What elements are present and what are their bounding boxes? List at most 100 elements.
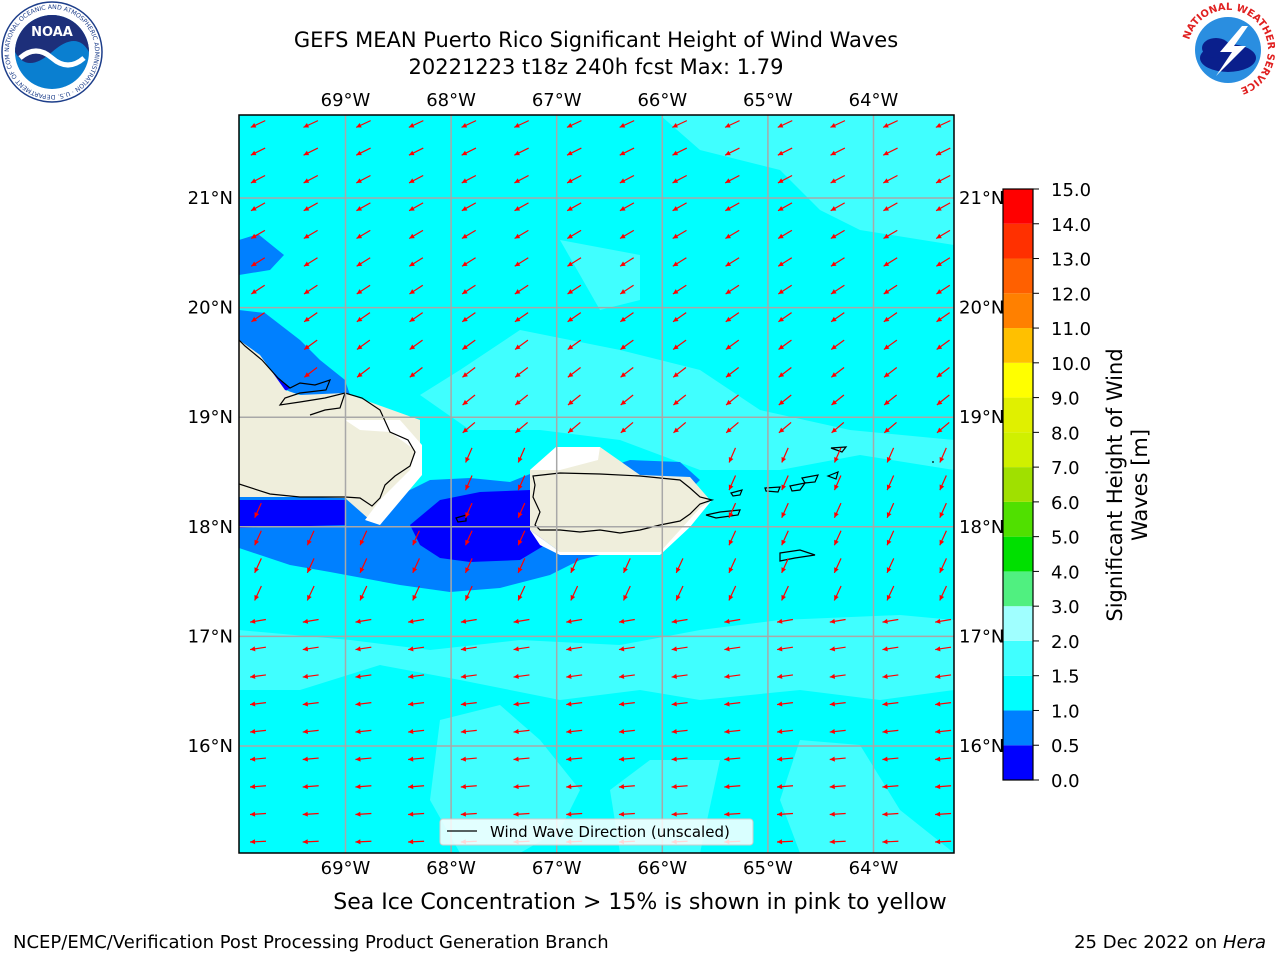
colorbar-segment xyxy=(1003,640,1033,676)
wave-direction-arrow xyxy=(883,257,898,267)
wave-direction-arrow xyxy=(250,229,266,239)
wave-direction-arrow xyxy=(725,367,740,378)
wave-direction-arrow xyxy=(776,839,794,845)
wave-direction-arrow xyxy=(882,811,899,817)
wave-direction-arrow xyxy=(408,729,425,735)
wave-direction-arrow xyxy=(302,618,319,624)
colorbar-label: Significant Height of Wind Waves [m] xyxy=(1103,348,1152,621)
wave-direction-arrow xyxy=(939,530,947,546)
lat-lon-gridlines xyxy=(239,115,954,853)
wave-direction-arrow xyxy=(250,257,266,267)
wave-direction-arrow xyxy=(882,839,899,845)
wave-direction-arrow xyxy=(724,174,740,184)
colorbar-segment xyxy=(1003,397,1033,433)
wave-direction-arrow xyxy=(619,229,635,239)
wave-direction-arrow xyxy=(249,839,267,845)
wave-direction-arrow xyxy=(831,394,845,406)
wave-direction-arrow xyxy=(249,701,267,707)
wave-direction-arrow xyxy=(517,530,526,546)
wave-direction-arrow xyxy=(306,530,315,546)
wave-direction-arrow xyxy=(250,618,266,624)
wave-direction-arrow xyxy=(355,839,372,845)
colorbar-tick-label: 4.0 xyxy=(1051,562,1080,583)
wave-direction-arrow xyxy=(672,229,687,239)
wave-direction-arrow xyxy=(618,811,635,817)
wave-direction-arrow xyxy=(672,312,687,323)
wave-direction-arrow xyxy=(513,673,530,679)
wave-direction-arrow xyxy=(935,701,952,707)
wave-direction-arrow xyxy=(567,367,581,378)
legend-label: Wind Wave Direction (unscaled) xyxy=(490,823,730,841)
wave-direction-arrow xyxy=(883,312,898,323)
wave-direction-arrow xyxy=(886,558,895,574)
lon-label-top: 64°W xyxy=(849,90,899,111)
wave-direction-arrow xyxy=(829,618,846,624)
wave-direction-arrow xyxy=(514,229,529,239)
colorbar-segment xyxy=(1003,328,1033,363)
wave-direction-arrow xyxy=(302,673,319,679)
wave-direction-arrow xyxy=(514,394,529,406)
colorbar-tick-label: 0.5 xyxy=(1051,736,1080,757)
wave-direction-arrow xyxy=(412,585,421,601)
wave-direction-arrow xyxy=(460,701,477,707)
wave-direction-arrow xyxy=(935,784,952,790)
wave-direction-arrow xyxy=(618,646,635,652)
wave-direction-arrow xyxy=(939,447,947,463)
wave-direction-arrow xyxy=(514,202,529,212)
wave-direction-arrow xyxy=(830,284,845,295)
wave-direction-arrow xyxy=(781,585,789,601)
wave-direction-arrow xyxy=(302,839,319,845)
wave-direction-arrow xyxy=(672,147,688,156)
wave-direction-arrow xyxy=(461,202,477,212)
wave-direction-arrow xyxy=(250,202,266,212)
wave-direction-arrow xyxy=(830,174,846,184)
wave-direction-arrow xyxy=(412,530,420,546)
wave-direction-arrow xyxy=(250,284,266,295)
wave-direction-arrow xyxy=(939,475,947,491)
wave-direction-arrow xyxy=(939,558,947,574)
wave-direction-arrow xyxy=(359,585,368,601)
wave-direction-arrow xyxy=(776,673,794,679)
wave-direction-arrow xyxy=(514,257,529,267)
lat-label-right: 16°N xyxy=(959,736,1004,757)
wave-direction-arrow xyxy=(724,784,741,790)
wave-direction-arrow xyxy=(356,312,371,323)
wave-direction-arrow xyxy=(935,646,952,652)
wave-direction-arrow xyxy=(461,229,476,239)
chart-title: GEFS MEAN Puerto Rico Significant Height… xyxy=(293,28,899,52)
wave-direction-arrow xyxy=(250,147,266,156)
wave-direction-arrow xyxy=(777,618,793,624)
wave-direction-arrow xyxy=(725,421,739,434)
wave-direction-arrow xyxy=(672,120,688,128)
lon-label-top: 67°W xyxy=(532,90,582,111)
wave-direction-arrow xyxy=(359,530,368,546)
colorbar-tick-label: 13.0 xyxy=(1051,250,1091,271)
wave-direction-arrow xyxy=(513,784,530,790)
wave-direction-arrow xyxy=(460,646,477,652)
wave-direction-arrow xyxy=(514,174,529,184)
wave-direction-arrow xyxy=(777,284,793,295)
wave-direction-arrow xyxy=(728,502,737,518)
wave-direction-arrow xyxy=(882,147,898,156)
colorbar-tick-label: 7.0 xyxy=(1051,458,1080,479)
wave-direction-arrow xyxy=(567,421,581,434)
wave-direction-arrow xyxy=(514,147,529,156)
wave-direction-arrow xyxy=(566,174,582,184)
wave-direction-arrow xyxy=(829,701,846,707)
wave-direction-arrow xyxy=(724,701,741,707)
lat-label-right: 20°N xyxy=(959,298,1004,319)
wave-direction-arrow xyxy=(725,257,740,267)
lon-label-top: 69°W xyxy=(321,90,371,111)
svg-text:NOAA: NOAA xyxy=(31,25,73,40)
wave-direction-arrow xyxy=(566,202,582,212)
lat-label-left: 19°N xyxy=(188,407,233,428)
wave-direction-arrow xyxy=(833,475,842,491)
wave-direction-arrow xyxy=(408,646,425,652)
colorbar-tick-label: 11.0 xyxy=(1051,319,1091,340)
wave-direction-arrow xyxy=(936,367,950,378)
wave-direction-arrow xyxy=(776,646,794,652)
wave-direction-arrow xyxy=(461,257,476,267)
wave-direction-arrow xyxy=(408,701,425,707)
wave-direction-arrow xyxy=(566,618,583,624)
light-wave-band-fill xyxy=(239,115,954,853)
